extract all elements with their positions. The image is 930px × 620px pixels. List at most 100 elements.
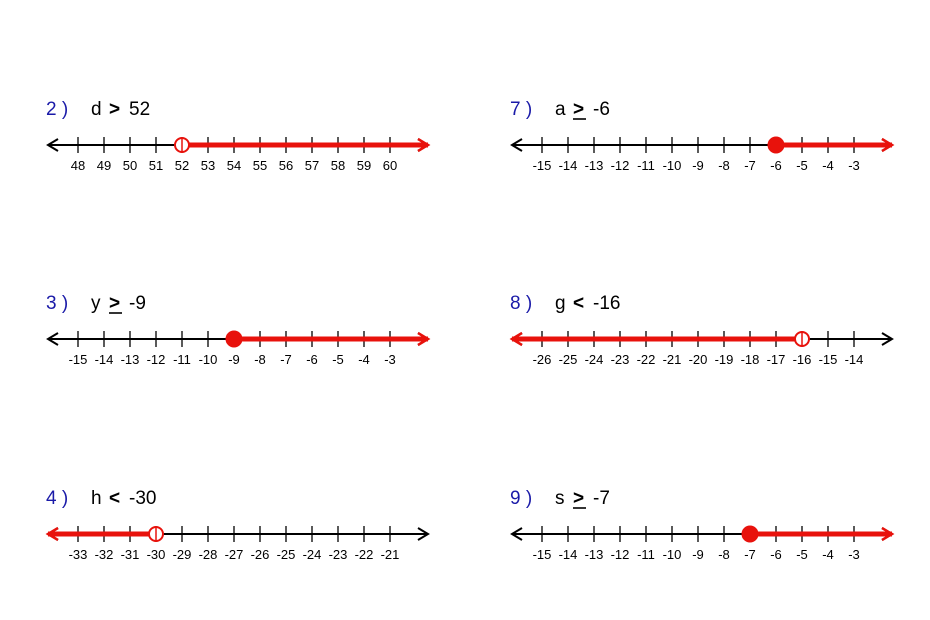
tick-label: -22 <box>355 547 374 562</box>
tick-label: -29 <box>173 547 192 562</box>
closed-endpoint <box>225 330 243 348</box>
tick-label: -20 <box>689 352 708 367</box>
tick-label: -14 <box>559 547 578 562</box>
tick-label: -32 <box>95 547 114 562</box>
tick-label: 52 <box>175 158 189 173</box>
tick-label: -25 <box>559 352 578 367</box>
tick-label: -15 <box>533 547 552 562</box>
tick-label: -13 <box>121 352 140 367</box>
inequality-symbol: < <box>109 488 120 509</box>
inequality-variable: s <box>555 488 565 509</box>
tick-label: -31 <box>121 547 140 562</box>
tick-label: -25 <box>277 547 296 562</box>
tick-label: -8 <box>718 547 730 562</box>
problem-1: 2 ) d >52 48 49 50 51 52 53 54 55 56 57 58 59 60 <box>46 99 431 173</box>
tick-label: -4 <box>822 158 834 173</box>
right-arrow <box>881 332 894 346</box>
tick-label: 56 <box>279 158 293 173</box>
tick-label: -11 <box>173 352 191 367</box>
inequality-variable: g <box>555 293 566 314</box>
tick-label: -33 <box>69 547 88 562</box>
inequality-variable: a <box>555 99 566 120</box>
inequality-value: -9 <box>129 293 146 314</box>
tick-label: 48 <box>71 158 85 173</box>
inequality-value: -30 <box>129 488 156 509</box>
tick-label: 60 <box>383 158 397 173</box>
tick-label: -9 <box>228 352 240 367</box>
problem-5: 4 ) h < -30 -33 -32 -31 -30 -29 -28 -27 -26 -25 -24 -2… <box>45 488 430 562</box>
problem-number: 3 ) <box>46 293 68 314</box>
tick-label: -13 <box>585 547 604 562</box>
problem-number: 8 ) <box>510 293 532 314</box>
tick-label: -10 <box>663 158 682 173</box>
tick-label: -26 <box>533 352 552 367</box>
problem-4: 8 ) g < -16 -26 -25 -24 -23 -22 -21 -20 -19 -18 -17 -1… <box>509 293 894 367</box>
tick-label: -3 <box>848 158 860 173</box>
tick-label: -24 <box>585 352 604 367</box>
tick-label: -12 <box>611 547 630 562</box>
tick-label: -14 <box>559 158 578 173</box>
inequality-symbol: > <box>109 99 120 120</box>
tick-label: 57 <box>305 158 319 173</box>
solution-arrow <box>509 331 523 347</box>
tick-label: -7 <box>744 547 756 562</box>
tick-label: -27 <box>225 547 244 562</box>
problem-6: 9 ) s > -7 -15 -14 -13 -12 -11 -10 -9 -8 -7 -6 -5 -4 -3 <box>510 488 895 562</box>
right-arrow <box>417 527 430 541</box>
problem-number: 4 ) <box>46 488 68 509</box>
tick-label: 51 <box>149 158 163 173</box>
inequality-symbol: > <box>573 99 584 120</box>
tick-label: -23 <box>611 352 630 367</box>
solution-arrow <box>45 526 59 542</box>
tick-label: 53 <box>201 158 215 173</box>
tick-label: 50 <box>123 158 137 173</box>
tick-label: -6 <box>770 547 782 562</box>
tick-label: -6 <box>770 158 782 173</box>
closed-endpoint <box>767 136 785 154</box>
tick-label: 59 <box>357 158 371 173</box>
tick-label: -26 <box>251 547 270 562</box>
tick-label: -22 <box>637 352 656 367</box>
problem-2: 7 ) a > -6 -15 -14 -13 -12 -11 -10 -9 -8 -7 -6 -5 -4 -3 <box>510 99 895 173</box>
tick-label: -9 <box>692 547 704 562</box>
tick-label: -11 <box>637 158 655 173</box>
tick-label: -3 <box>384 352 396 367</box>
problem-number: 2 ) <box>46 99 68 120</box>
tick-label: -28 <box>199 547 218 562</box>
tick-label: 58 <box>331 158 345 173</box>
tick-label: -15 <box>819 352 838 367</box>
tick-label: -6 <box>306 352 318 367</box>
solution-arrow <box>881 137 895 153</box>
inequality-symbol: > <box>109 293 120 314</box>
tick-label: -21 <box>663 352 682 367</box>
tick-label: -11 <box>637 547 655 562</box>
inequality-variable: h <box>91 488 102 509</box>
left-arrow <box>46 332 59 346</box>
tick-label: -12 <box>147 352 166 367</box>
tick-label: -7 <box>744 158 756 173</box>
problem-number: 9 ) <box>510 488 532 509</box>
tick-label: -5 <box>796 547 808 562</box>
left-arrow <box>510 138 523 152</box>
solution-arrow <box>881 526 895 542</box>
tick-label: -21 <box>381 547 400 562</box>
tick-label: -8 <box>254 352 266 367</box>
inequality-value: -6 <box>593 99 610 120</box>
inequality-variable: d <box>91 99 102 120</box>
left-arrow <box>510 527 523 541</box>
problem-number: 7 ) <box>510 99 532 120</box>
tick-label: -7 <box>280 352 292 367</box>
solution-arrow <box>417 331 431 347</box>
tick-label: -30 <box>147 547 166 562</box>
tick-label: -4 <box>358 352 370 367</box>
tick-label: 54 <box>227 158 241 173</box>
inequality-variable: y <box>91 293 101 314</box>
tick-label: -19 <box>715 352 734 367</box>
tick-label: -16 <box>793 352 812 367</box>
tick-label: -10 <box>663 547 682 562</box>
tick-label: -24 <box>303 547 322 562</box>
tick-label: -9 <box>692 158 704 173</box>
tick-label: -12 <box>611 158 630 173</box>
inequality-value: -7 <box>593 488 610 509</box>
